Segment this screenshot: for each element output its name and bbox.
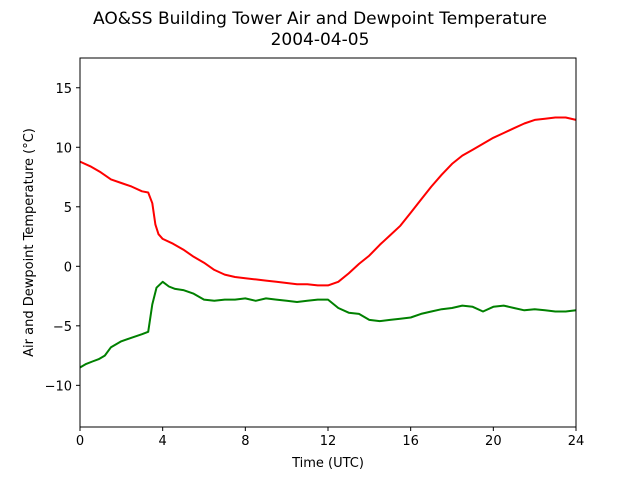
y-tick-label: −10: [45, 379, 72, 394]
series-line-2: [79, 280, 577, 369]
y-tick-label: 0: [64, 260, 72, 275]
x-tick-label: 0: [76, 434, 84, 449]
x-tick-label: 8: [241, 434, 249, 449]
plot-lines: [79, 116, 577, 369]
x-tick-label: 16: [402, 434, 419, 449]
axis-ticks: 0 4 8 12 16 20 24 −10 −5 0 5 10 15: [45, 82, 585, 449]
plot-frame: [79, 57, 577, 428]
x-tick-label: 4: [159, 434, 167, 449]
chart-title: AO&SS Building Tower Air and Dewpoint Te…: [93, 9, 547, 29]
y-tick-label: 10: [55, 141, 72, 156]
y-tick-label: −5: [53, 320, 72, 335]
series-line-1: [79, 116, 577, 287]
y-tick-label: 5: [64, 201, 72, 216]
y-axis-label: Air and Dewpoint Temperature (°C): [22, 128, 37, 357]
chart-subtitle: 2004-04-05: [271, 30, 370, 50]
x-tick-label: 24: [568, 434, 585, 449]
x-tick-label: 12: [320, 434, 337, 449]
y-tick-label: 15: [55, 82, 72, 97]
x-tick-label: 20: [485, 434, 502, 449]
x-axis-label: Time (UTC): [291, 456, 364, 471]
